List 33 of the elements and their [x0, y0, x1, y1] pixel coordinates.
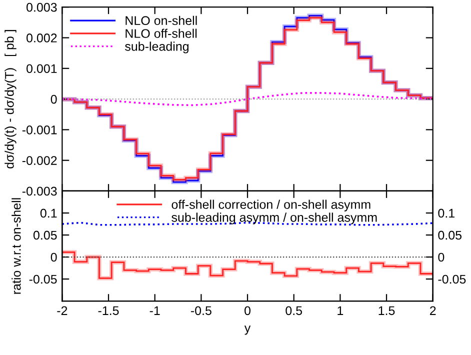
y-tick-label: -0.003: [22, 186, 57, 196]
x-tick-label: 0: [244, 306, 250, 316]
x-tick-label: -2: [57, 306, 68, 315]
y-tick-label: 0: [50, 94, 57, 104]
y-tick-label: 0.003: [26, 2, 57, 12]
y-tick-label: 0.001: [26, 64, 57, 74]
y2-tick-label: 0.1: [438, 208, 454, 218]
y-tick-label: 0: [50, 252, 57, 262]
x-tick-label: -1: [150, 306, 160, 315]
x-tick-label: 2: [430, 306, 436, 315]
x-tick-label: 0.5: [286, 306, 302, 316]
y-tick-label: -0.002: [22, 156, 57, 165]
x-tick-label: 1: [338, 306, 344, 315]
x-tick-label: -1.5: [98, 306, 119, 316]
y-tick-label: 0.05: [33, 230, 57, 240]
y-tick-label: 0.1: [40, 208, 57, 218]
y-tick-label: -0.05: [29, 274, 57, 284]
legend-label: off-shell correction / on-shell asymm: [172, 200, 370, 212]
legend-label: NLO on-shell: [126, 16, 197, 26]
x-axis-title: y: [244, 326, 251, 335]
y2-tick-label: -0.05: [438, 274, 466, 284]
y2-tick-label: 0: [438, 252, 444, 262]
y-tick-label: -0.001: [22, 125, 57, 134]
x-tick-label: -0.5: [190, 306, 212, 316]
y-axis-title: dσ/dy(t) - dσ/dy(T) [ pb ]: [4, 30, 16, 168]
legend-label: sub-leading: [125, 42, 188, 54]
line-series: [62, 92, 433, 106]
y2-tick-label: 0.05: [438, 230, 462, 240]
y-axis-title: ratio w.r.t on-shell: [12, 198, 21, 294]
legend-label: NLO off-shell: [126, 28, 197, 38]
legend-label: sub-leading asymm / on-shell asymm: [172, 212, 377, 224]
y-tick-label: 0.002: [26, 34, 57, 42]
x-tick-label: 1.5: [378, 306, 395, 316]
